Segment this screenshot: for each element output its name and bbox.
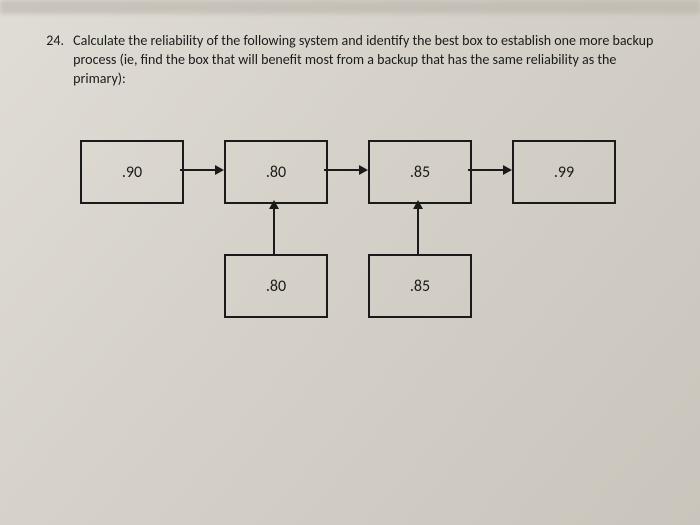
arrow-line (324, 169, 359, 171)
reliability-box-label: .85 (410, 277, 430, 296)
reliability-box-b3: .85 (368, 140, 472, 204)
page: { "question": { "number": "24.", "text":… (0, 0, 700, 525)
arrow-line (180, 169, 215, 171)
reliability-box-label: .80 (266, 163, 286, 182)
reliability-box-b4: .99 (512, 140, 616, 204)
arrow-head (215, 165, 224, 175)
arrow-head (359, 165, 368, 175)
question-block: 24. Calculate the reliability of the fol… (38, 32, 672, 89)
arrow-line (468, 169, 503, 171)
scan-artifact-band (0, 0, 700, 14)
reliability-box-label: .85 (410, 163, 430, 182)
arrow-line (417, 209, 419, 254)
arrow-head (503, 165, 512, 175)
arrow-line (273, 209, 275, 254)
arrow-head (269, 200, 279, 209)
reliability-box-b6: .85 (368, 254, 472, 318)
reliability-box-b5: .80 (224, 254, 328, 318)
arrow-head (413, 200, 423, 209)
reliability-box-b2: .80 (224, 140, 328, 204)
reliability-box-label: .90 (122, 163, 142, 182)
reliability-box-label: .99 (554, 163, 574, 182)
reliability-box-label: .80 (266, 277, 286, 296)
question-text: Calculate the reliability of the followi… (73, 32, 667, 89)
question-number: 24. (38, 32, 64, 51)
reliability-box-b1: .90 (80, 140, 184, 204)
